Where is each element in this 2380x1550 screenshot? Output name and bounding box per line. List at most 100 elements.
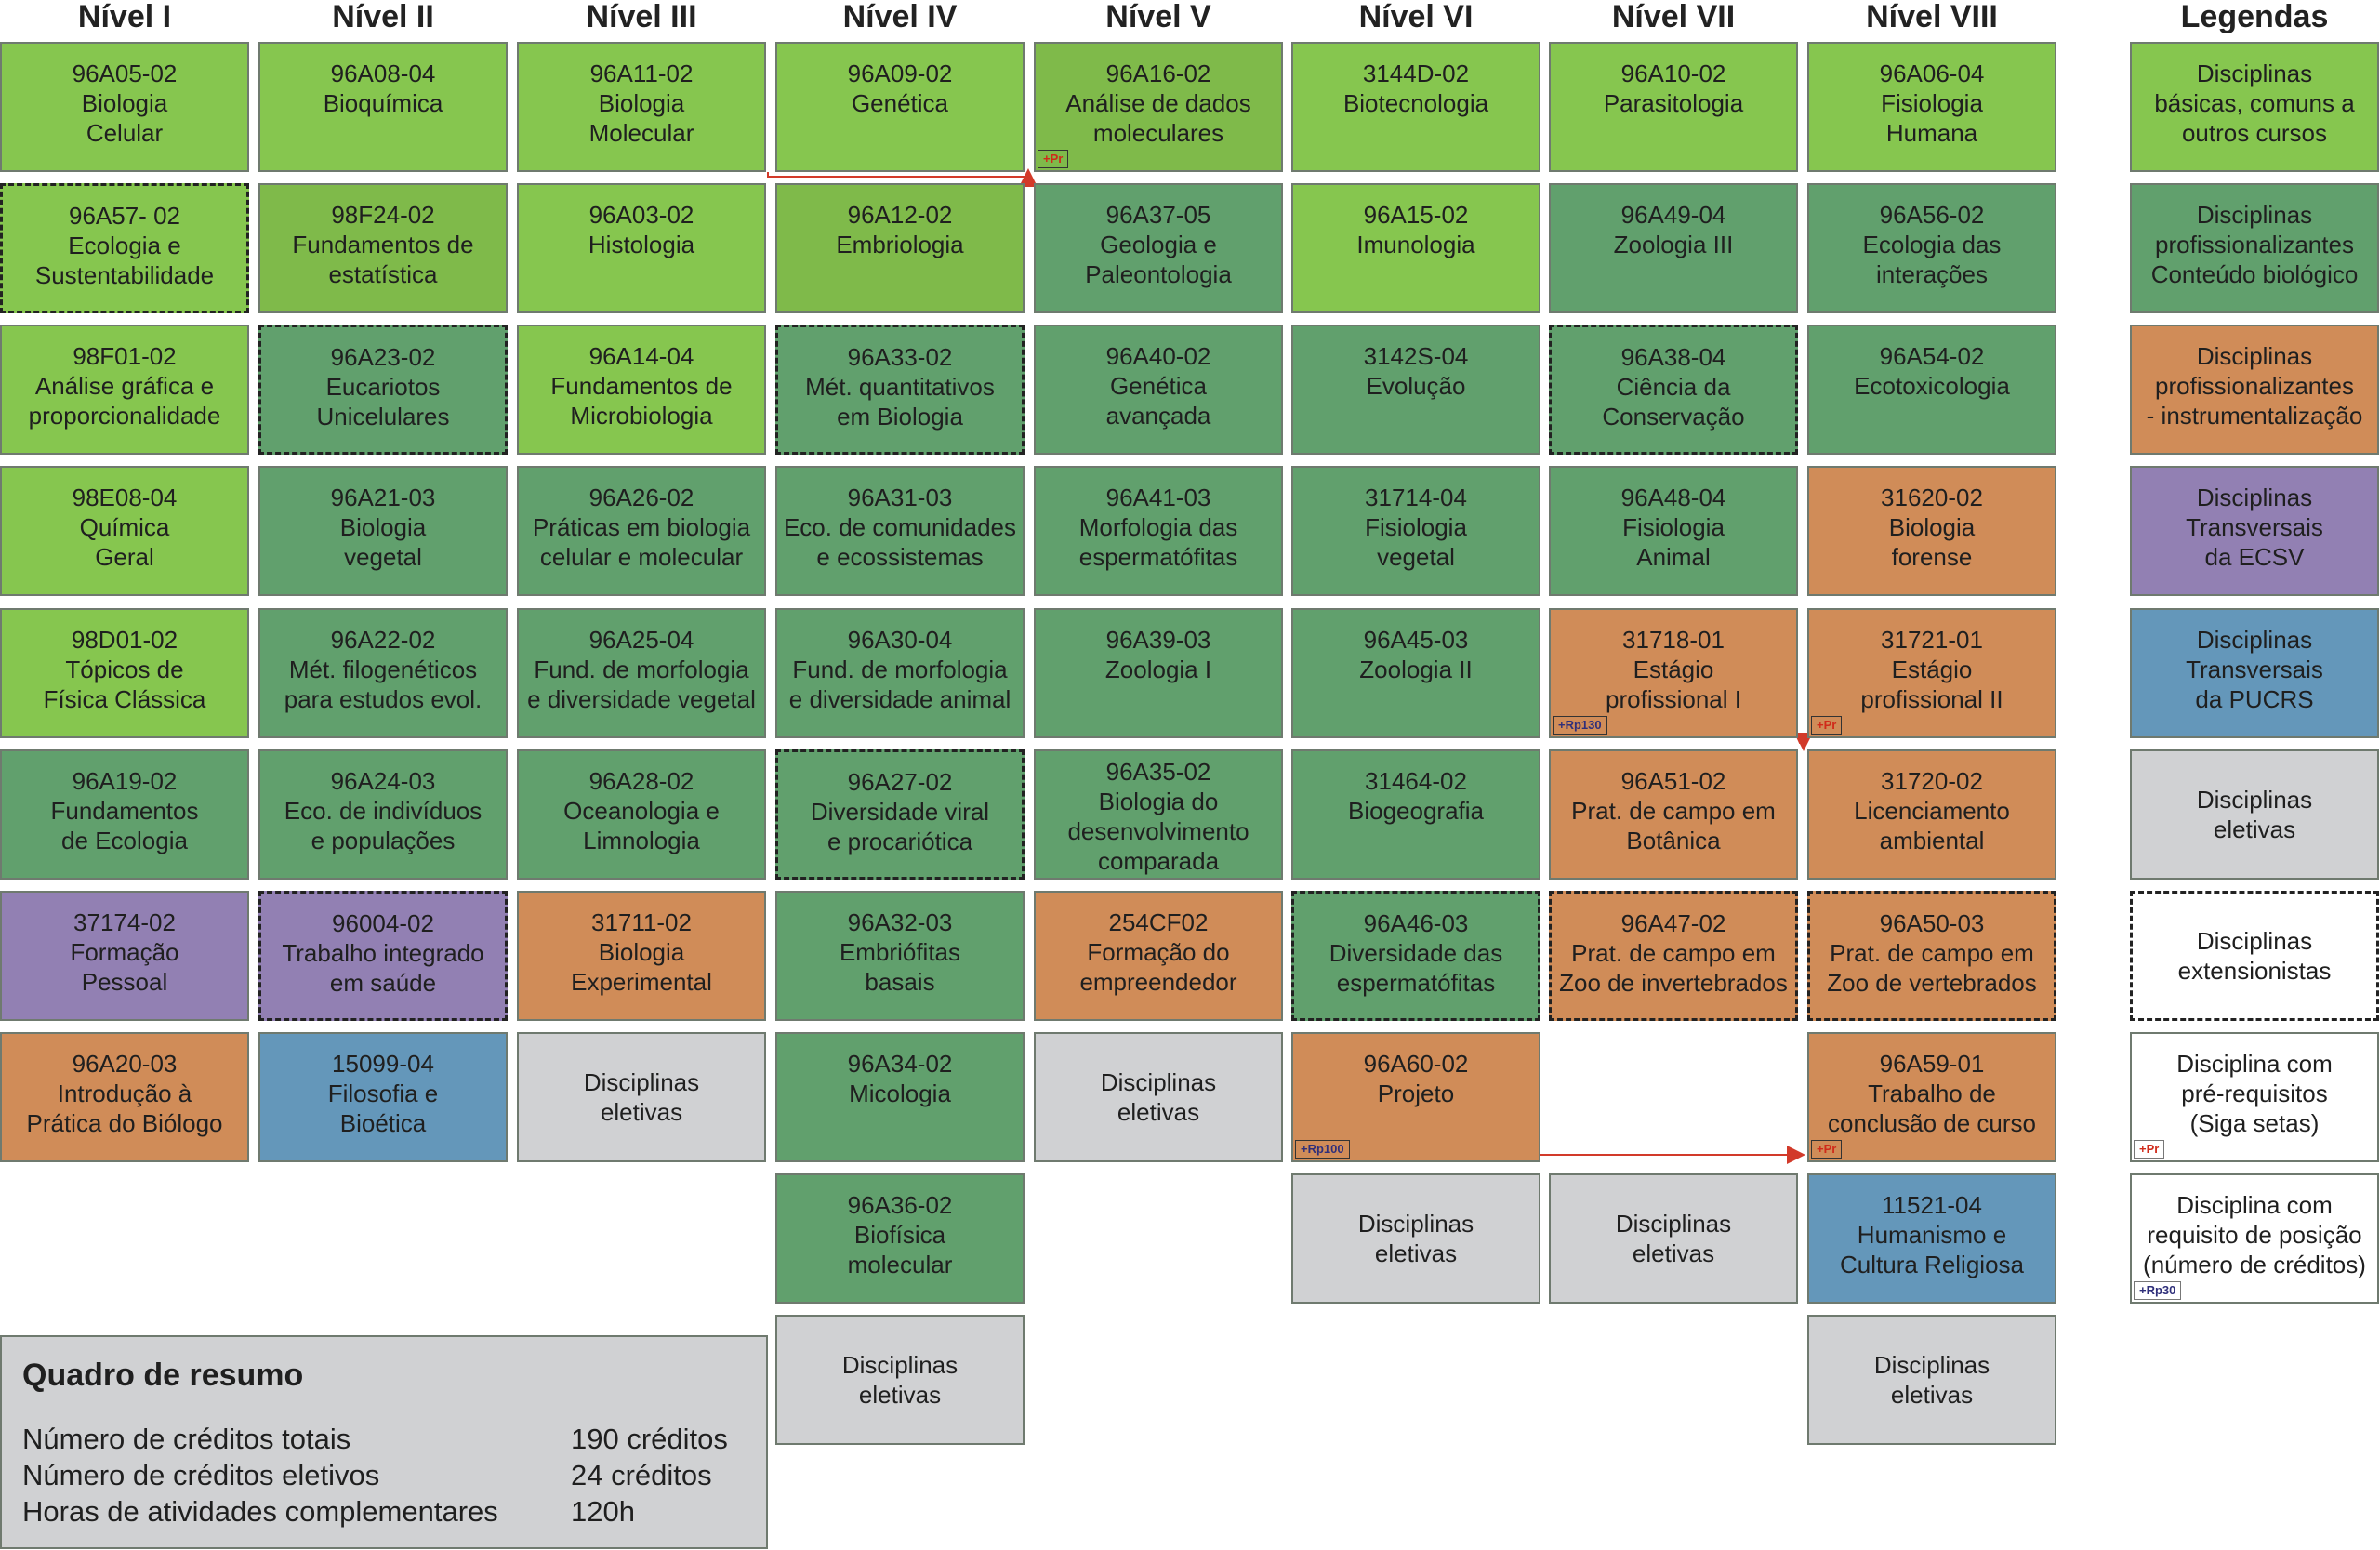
box-text-line: eletivas	[1117, 1098, 1200, 1126]
box-text-line: eletivas	[1632, 1239, 1715, 1267]
box-text-line: Disciplina com	[2176, 1050, 2333, 1078]
course-box-c-3-2: 96A03-02 Histologia	[517, 183, 766, 313]
header-level-7: Nível VII	[1611, 0, 1736, 34]
box-text-line: Estágio	[1633, 656, 1714, 683]
course-code: 96A49-04	[1620, 201, 1726, 229]
course-box-c-2-8: 15099-04 Filosofia e Bioética	[258, 1032, 508, 1162]
box-text-line: Mét. quantitativos	[805, 373, 995, 401]
summary-label-complementary-hours: Horas de atividades complementares	[22, 1495, 498, 1528]
legend-item-lg-2: Disciplinas profissionalizantes Conteúdo b…	[2130, 183, 2379, 313]
box-text-line: espermatófitas	[1078, 543, 1238, 571]
box-text-line: eletivas	[1890, 1381, 1974, 1409]
box-text-line: Disciplinas	[2196, 60, 2313, 87]
box-text-line: Prat. de campo em	[1571, 797, 1776, 825]
box-text-line: (Siga setas)	[2189, 1109, 2320, 1137]
box-text-line: Ecologia das	[1862, 231, 2002, 258]
box-text-line: e ecossistemas	[816, 543, 984, 571]
course-code: 31711-02	[591, 908, 692, 936]
box-text-line: Biologia do	[1098, 788, 1219, 815]
box-text-line: Zoologia III	[1613, 231, 1734, 258]
course-code: 37174-02	[73, 908, 176, 936]
box-text-line: para estudos evol.	[284, 685, 483, 713]
box-text-line: Eucariotos	[325, 373, 441, 401]
course-box-c-1-7: 37174-02 Formação Pessoal	[0, 891, 249, 1021]
position-requirement-tag: +Rp100	[1295, 1140, 1350, 1159]
box-text-line: eletivas	[1374, 1239, 1458, 1267]
box-text-line: Física Clássica	[43, 685, 206, 713]
box-text-line: extensionistas	[2177, 957, 2332, 985]
legend-item-lg-3: Disciplinas profissionalizantes - instrume…	[2130, 325, 2379, 455]
box-text-line: Tópicos de	[65, 656, 184, 683]
box-text-line: Diversidade das	[1329, 939, 1503, 967]
course-box-c-7-6: 96A51-02 Prat. de campo em Botânica	[1549, 749, 1798, 880]
course-box-c-4-9: 96A36-02 Biofísica molecular	[775, 1173, 1025, 1304]
legend-item-lg-6: Disciplinas eletivas	[2130, 749, 2379, 880]
box-text-line: Animal	[1636, 543, 1711, 571]
box-text-line: Genética	[851, 89, 949, 117]
course-box-c-8-1: 96A06-04 Fisiologia Humana	[1807, 42, 2056, 172]
course-code: 96A31-03	[847, 484, 953, 511]
box-text-line: estatística	[328, 260, 438, 288]
box-text-line: Ecologia e	[68, 232, 181, 259]
course-code: 96A36-02	[847, 1191, 953, 1219]
course-code: 96A27-02	[847, 768, 953, 796]
header-level-1: Nível I	[77, 0, 172, 34]
box-text-line: Química	[79, 513, 170, 541]
box-text-line: Transversais	[2186, 513, 2323, 541]
box-text-line: pré-requisitos	[2181, 1080, 2328, 1107]
box-text-line: profissional I	[1606, 685, 1741, 713]
box-text-line: Humana	[1885, 119, 1978, 147]
box-text-line: basais	[865, 968, 935, 996]
legend-item-lg-7: Disciplinas extensionistas	[2130, 891, 2379, 1021]
course-code: 96A15-02	[1363, 201, 1469, 229]
course-box-c-8-6: 31720-02 Licenciamento ambiental	[1807, 749, 2056, 880]
box-text-line: Transversais	[2186, 656, 2323, 683]
box-text-line: vegetal	[1377, 543, 1455, 571]
course-code: 31714-04	[1365, 484, 1467, 511]
box-text-line: Oceanologia e	[563, 797, 720, 825]
course-code: 96A11-02	[589, 60, 694, 87]
course-code: 96A03-02	[588, 201, 694, 229]
box-text-line: Disciplinas	[1100, 1068, 1217, 1096]
course-code: 96A24-03	[330, 767, 436, 795]
summary-value-elective-credits: 24 créditos	[571, 1459, 712, 1491]
course-box-c-8-10: Disciplinas eletivas	[1807, 1315, 2056, 1445]
box-text-line: básicas, comuns a	[2154, 89, 2355, 117]
course-code: 3144D-02	[1362, 60, 1470, 87]
course-box-c-8-2: 96A56-02 Ecologia das interações	[1807, 183, 2056, 313]
box-text-line: Ciência da	[1616, 373, 1731, 401]
box-text-line: Práticas em biologia	[532, 513, 751, 541]
course-code: 98F24-02	[331, 201, 435, 229]
course-box-c-6-4: 31714-04 Fisiologia vegetal	[1291, 466, 1540, 596]
box-text-line: Disciplinas	[841, 1351, 959, 1379]
course-code: 96A37-05	[1105, 201, 1211, 229]
course-code: 96A38-04	[1620, 343, 1726, 371]
box-text-line: profissionalizantes	[2155, 231, 2354, 258]
course-code: 96A10-02	[1620, 60, 1726, 87]
box-text-line: Biologia	[598, 938, 685, 966]
legend-item-lg-1: Disciplinas básicas, comuns a outros curso…	[2130, 42, 2379, 172]
box-text-line: Formação	[70, 938, 179, 966]
course-code: 31718-01	[1622, 626, 1725, 654]
box-text-line: Conteúdo biológico	[2150, 260, 2359, 288]
course-code: 96A19-02	[72, 767, 178, 795]
course-box-c-1-8: 96A20-03 Introdução à Prática do Biólogo	[0, 1032, 249, 1162]
box-text-line: Disciplinas	[583, 1068, 700, 1096]
course-box-c-6-9: Disciplinas eletivas	[1291, 1173, 1540, 1304]
course-code: 96A45-03	[1363, 626, 1469, 654]
box-text-line: Botânica	[1626, 827, 1721, 854]
course-code: 31721-01	[1881, 626, 1983, 654]
course-code: 96A35-02	[1105, 758, 1211, 786]
box-text-line: Projeto	[1377, 1080, 1455, 1107]
box-text-line: Geral	[95, 543, 154, 571]
arrow-estagio1-to-estagio2	[1794, 733, 1813, 751]
course-box-c-5-2: 96A37-05 Geologia e Paleontologia	[1034, 183, 1283, 313]
box-text-line: eletivas	[858, 1381, 942, 1409]
course-code: 31720-02	[1881, 767, 1983, 795]
box-text-line: interações	[1876, 260, 1988, 288]
course-box-c-4-6: 96A27-02 Diversidade viral e procariótica	[775, 749, 1025, 880]
box-text-line: Diversidade viral	[810, 798, 990, 826]
box-text-line: Molecular	[588, 119, 694, 147]
course-code: 96A40-02	[1105, 342, 1211, 370]
